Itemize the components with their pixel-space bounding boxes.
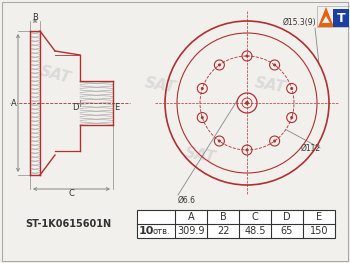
Circle shape [218,64,220,66]
Circle shape [291,117,293,118]
Text: E: E [114,104,119,113]
Bar [137,210,335,238]
Text: SAT: SAT [143,75,177,95]
Text: 309.9: 309.9 [177,226,205,236]
Text: T: T [337,12,345,24]
Text: Ø15.3(9): Ø15.3(9) [282,18,316,27]
Text: 65: 65 [281,226,293,236]
Text: 150: 150 [310,226,328,236]
Text: SAT: SAT [183,145,217,165]
Text: E: E [316,212,322,222]
Text: 10: 10 [138,226,154,236]
Text: SAT: SAT [38,64,72,86]
Circle shape [218,140,220,142]
Text: D: D [283,212,291,222]
Bar [317,6,350,27]
Polygon shape [318,7,334,27]
Text: D: D [72,104,79,113]
Circle shape [202,88,203,89]
Text: A: A [11,99,17,108]
Circle shape [246,149,248,151]
Circle shape [202,117,203,118]
Text: 48.5: 48.5 [244,226,266,236]
Text: SAT: SAT [253,75,287,95]
Text: Ø112: Ø112 [301,144,321,153]
Bar [333,9,349,27]
Text: B: B [220,212,226,222]
Text: B: B [32,13,38,22]
Circle shape [274,140,275,142]
Text: Ø6.6: Ø6.6 [178,196,196,205]
Polygon shape [322,16,330,23]
Text: ST-1K0615601N: ST-1K0615601N [25,219,111,229]
Text: отв.: отв. [152,226,170,235]
Circle shape [246,55,248,57]
Text: A: A [188,212,194,222]
Text: 22: 22 [217,226,229,236]
Circle shape [246,102,248,104]
Circle shape [274,64,275,66]
Circle shape [291,88,293,89]
Text: C: C [252,212,258,222]
Text: C: C [69,190,75,199]
